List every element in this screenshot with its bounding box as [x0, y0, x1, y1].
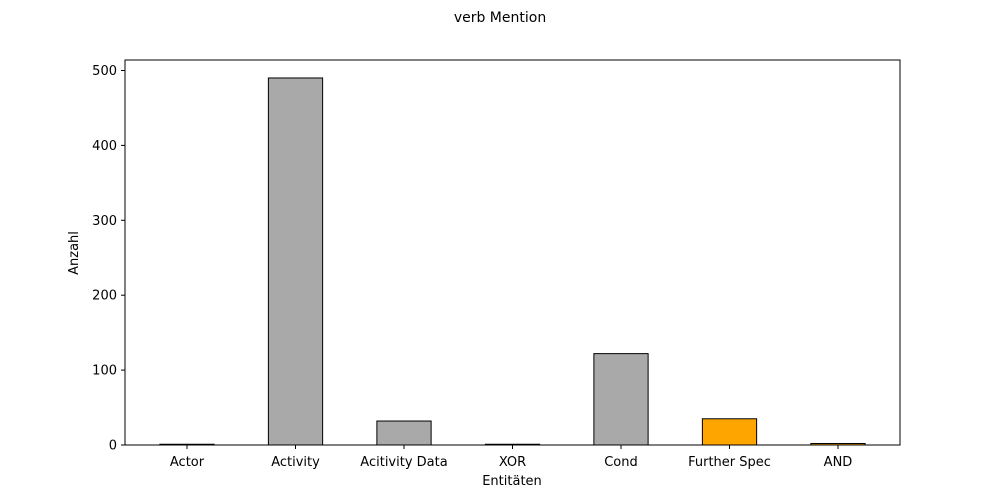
x-tick-label: Cond	[604, 455, 638, 470]
y-tick-label: 0	[109, 439, 117, 454]
plot-frame	[124, 59, 901, 446]
x-axis: Actor Activity Acitivity Data XOR Cond Furthe…	[170, 445, 852, 470]
x-tick-label: XOR	[499, 455, 526, 470]
x-axis-label: Entitäten	[482, 474, 542, 489]
x-tick-label: Acitivity Data	[360, 455, 447, 470]
bar-activity	[267, 77, 324, 446]
x-tick-label: Actor	[170, 455, 205, 470]
x-tick-label: Further Spec	[688, 455, 771, 470]
bar-acitivity-data	[376, 420, 432, 446]
y-tick-label: 100	[92, 364, 117, 379]
y-tick-label: 200	[92, 289, 117, 304]
bar-further-spec	[701, 418, 758, 446]
y-tick-label: 300	[92, 214, 117, 229]
chart-title: verb Mention	[454, 10, 546, 26]
y-axis-label: Anzahl	[67, 231, 82, 275]
y-tick-label: 400	[92, 139, 117, 154]
y-axis: 0 100 200 300 400 500	[92, 64, 125, 454]
y-tick-label: 500	[92, 64, 117, 79]
bars-layer	[159, 77, 866, 446]
bar-cond	[593, 353, 649, 446]
x-tick-label: AND	[824, 455, 853, 470]
x-tick-label: Activity	[271, 455, 320, 470]
